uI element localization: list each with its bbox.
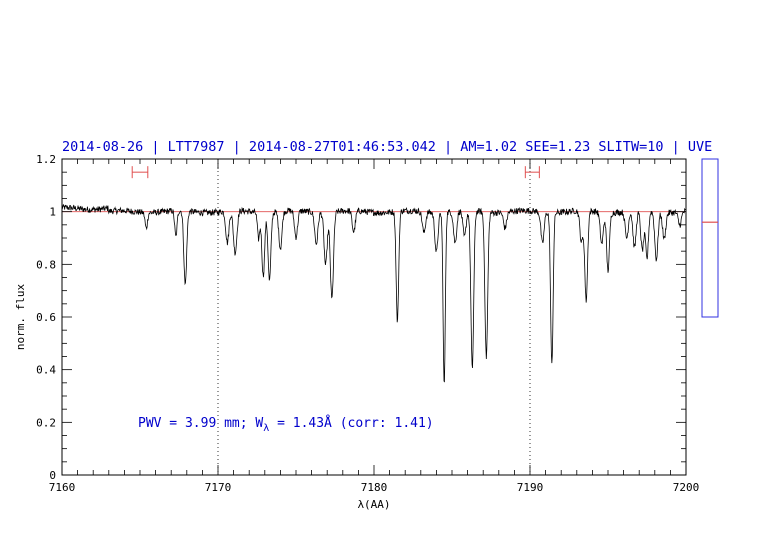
x-tick-label: 7200	[673, 481, 700, 494]
y-tick-labels: 0 0.2 0.4 0.6 0.8 1 1.2	[36, 153, 56, 482]
y-tick-label: 0.6	[36, 311, 56, 324]
y-tick-label: 0.8	[36, 258, 56, 271]
y-tick-label: 1	[49, 206, 56, 219]
x-tick-label: 7190	[517, 481, 544, 494]
side-panel	[701, 158, 719, 318]
spectrum-line	[61, 204, 687, 383]
y-tick-label: 0.2	[36, 416, 56, 429]
y-tick-label: 0	[49, 469, 56, 482]
y-tick-label: 1.2	[36, 153, 56, 166]
pwv-annotation-prefix: PWV = 3.99 mm; W	[138, 416, 263, 431]
pwv-annotation-suffix: = 1.43Å (corr: 1.41)	[269, 415, 433, 431]
y-tick-label: 0.4	[36, 364, 56, 377]
x-tick-label: 7170	[205, 481, 232, 494]
x-axis-label: λ(AA)	[357, 498, 390, 511]
continuum-windows	[131, 166, 540, 179]
chart-title: 2014-08-26 | LTT7987 | 2014-08-27T01:46:…	[62, 139, 712, 155]
pwv-annotation: PWV = 3.99 mm; Wλ = 1.43Å (corr: 1.41)	[138, 415, 434, 434]
x-tick-label: 7180	[361, 481, 388, 494]
x-tick-label: 7160	[49, 481, 76, 494]
y-axis-label: norm. flux	[14, 284, 27, 351]
pwv-annotation-subscript: λ	[263, 423, 269, 434]
axis-ticks	[61, 158, 687, 476]
x-tick-labels: 7160 7170 7180 7190 7200	[49, 481, 700, 494]
